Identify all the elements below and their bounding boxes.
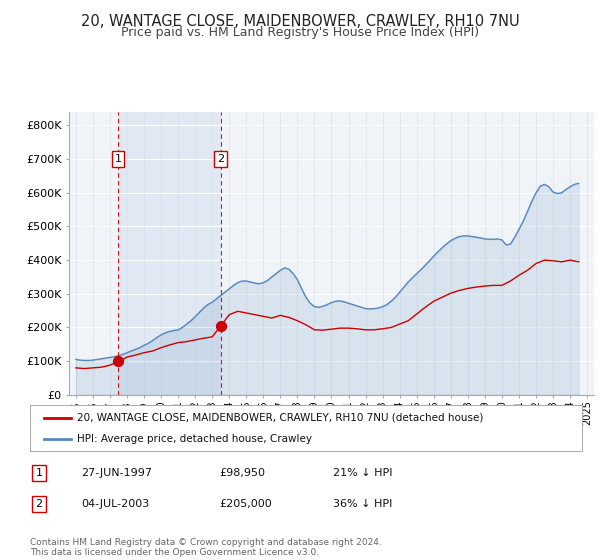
Text: 20, WANTAGE CLOSE, MAIDENBOWER, CRAWLEY, RH10 7NU (detached house): 20, WANTAGE CLOSE, MAIDENBOWER, CRAWLEY,… bbox=[77, 413, 483, 423]
Text: 27-JUN-1997: 27-JUN-1997 bbox=[81, 468, 152, 478]
Text: 1: 1 bbox=[35, 468, 43, 478]
Text: 2: 2 bbox=[35, 499, 43, 509]
Point bbox=[113, 357, 123, 366]
Text: 21% ↓ HPI: 21% ↓ HPI bbox=[333, 468, 392, 478]
Text: 2: 2 bbox=[217, 154, 224, 164]
Text: £98,950: £98,950 bbox=[219, 468, 265, 478]
Text: £205,000: £205,000 bbox=[219, 499, 272, 509]
Bar bbox=[118, 112, 221, 395]
Text: HPI: Average price, detached house, Crawley: HPI: Average price, detached house, Craw… bbox=[77, 435, 312, 444]
Text: 04-JUL-2003: 04-JUL-2003 bbox=[81, 499, 149, 509]
Text: Contains HM Land Registry data © Crown copyright and database right 2024.
This d: Contains HM Land Registry data © Crown c… bbox=[30, 538, 382, 557]
Text: Price paid vs. HM Land Registry's House Price Index (HPI): Price paid vs. HM Land Registry's House … bbox=[121, 26, 479, 39]
Text: 20, WANTAGE CLOSE, MAIDENBOWER, CRAWLEY, RH10 7NU: 20, WANTAGE CLOSE, MAIDENBOWER, CRAWLEY,… bbox=[80, 14, 520, 29]
Text: 1: 1 bbox=[115, 154, 122, 164]
Point bbox=[216, 321, 226, 330]
Text: 36% ↓ HPI: 36% ↓ HPI bbox=[333, 499, 392, 509]
